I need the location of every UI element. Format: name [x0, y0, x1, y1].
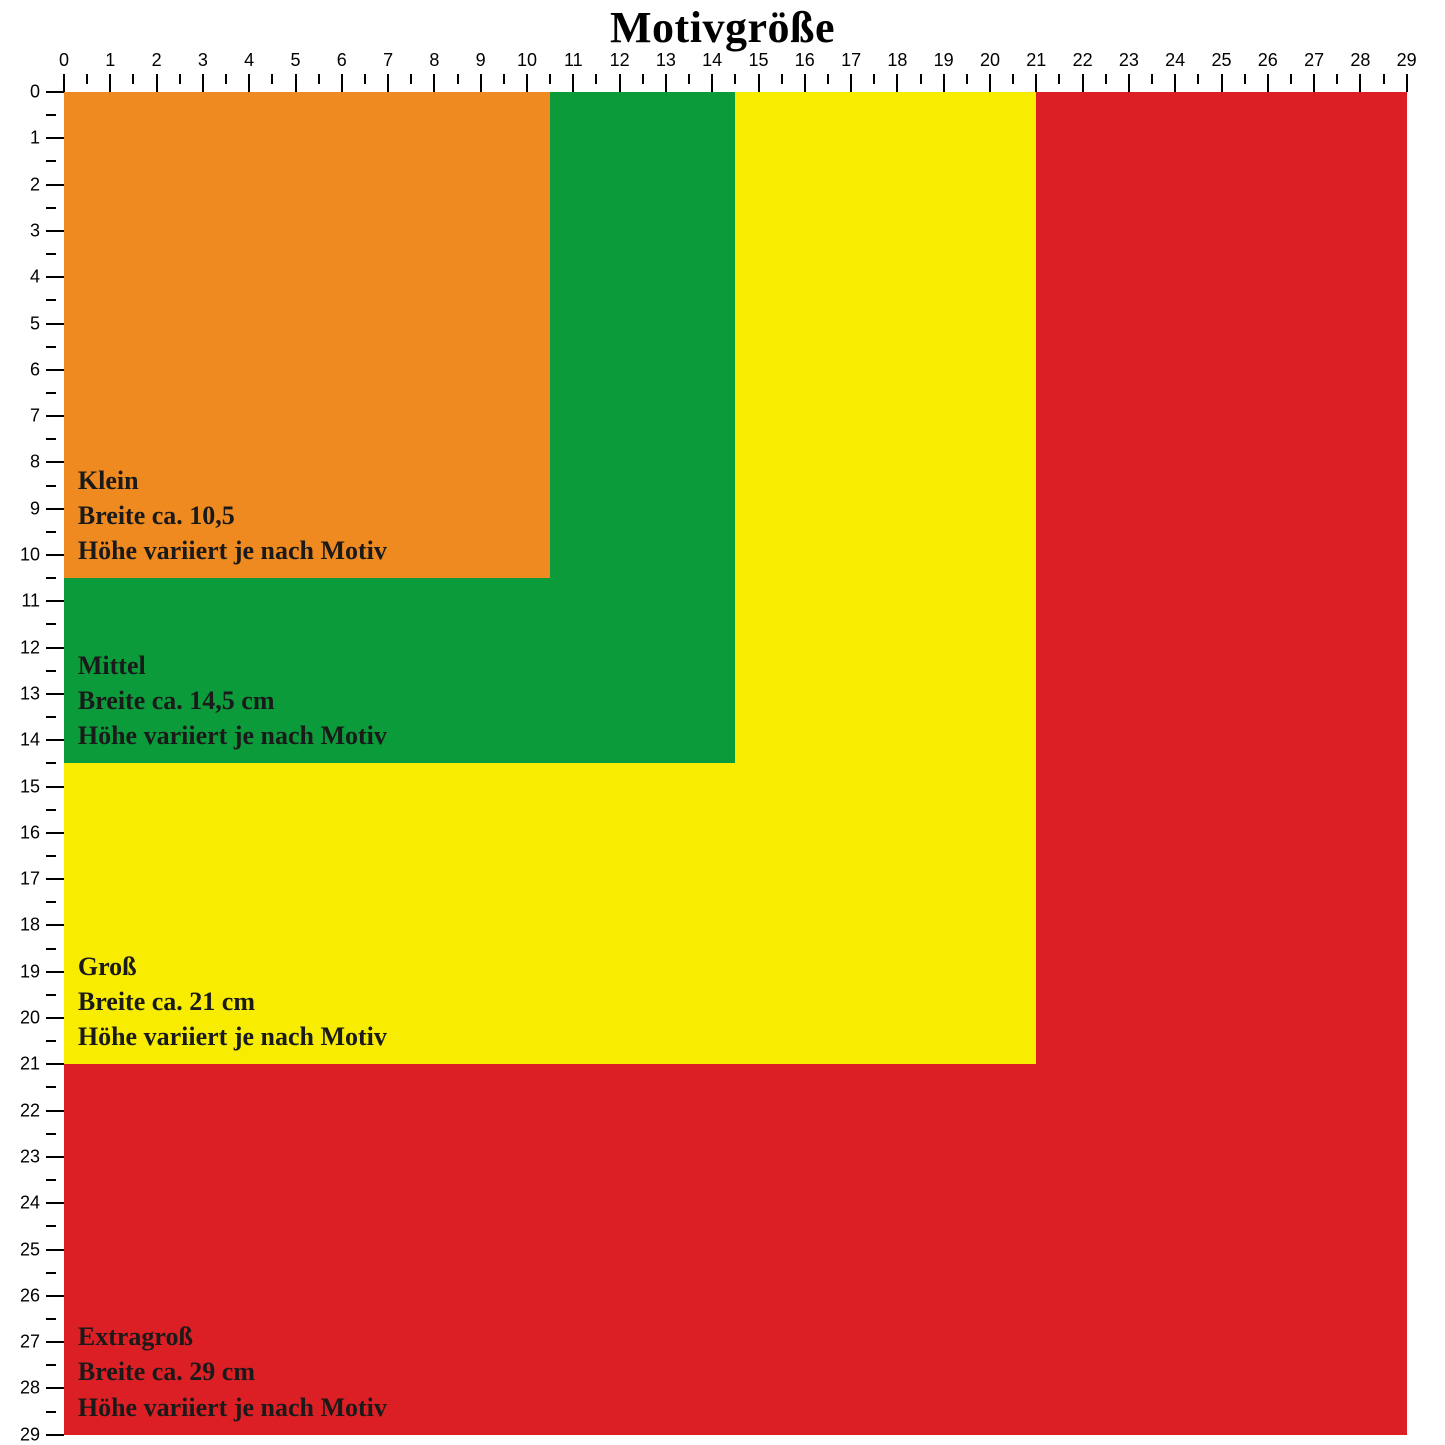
ruler-left-label: 2	[12, 174, 40, 195]
ruler-top-label: 11	[564, 50, 583, 71]
ruler-top-label: 26	[1258, 50, 1278, 71]
ruler-left-label: 3	[12, 220, 40, 241]
ruler-top-label: 4	[244, 50, 254, 71]
ruler-left-label: 7	[12, 406, 40, 427]
ruler-left-label: 15	[12, 776, 40, 797]
ruler-horizontal: 0123456789101112131415161718192021222324…	[64, 74, 1407, 92]
size-diagram: Motivgröße 01234567891011121314151617181…	[0, 0, 1445, 1445]
ruler-top-label: 5	[290, 50, 300, 71]
size-label-mittel: MittelBreite ca. 14,5 cmHöhe variiert je…	[78, 648, 387, 753]
page-title: Motivgröße	[0, 2, 1445, 53]
ruler-left-label: 24	[12, 1193, 40, 1214]
ruler-left-label: 25	[12, 1239, 40, 1260]
size-label-height: Höhe variiert je nach Motiv	[78, 533, 387, 568]
ruler-left-label: 12	[12, 637, 40, 658]
ruler-left-label: 11	[12, 591, 40, 612]
size-label-klein: KleinBreite ca. 10,5Höhe variiert je nac…	[78, 463, 387, 568]
plot-area: ExtragroßBreite ca. 29 cmHöhe variiert j…	[64, 92, 1407, 1435]
ruler-left-label: 18	[12, 915, 40, 936]
ruler-left-label: 8	[12, 452, 40, 473]
size-label-height: Höhe variiert je nach Motiv	[78, 1390, 387, 1425]
size-label-width: Breite ca. 29 cm	[78, 1354, 387, 1389]
ruler-left-label: 22	[12, 1100, 40, 1121]
ruler-left-label: 9	[12, 498, 40, 519]
ruler-left-label: 14	[12, 730, 40, 751]
ruler-top-label: 25	[1211, 50, 1231, 71]
size-label-name: Groß	[78, 949, 387, 984]
ruler-left-label: 5	[12, 313, 40, 334]
ruler-top-label: 13	[656, 50, 676, 71]
ruler-top-label: 19	[934, 50, 954, 71]
ruler-top-label: 28	[1350, 50, 1370, 71]
ruler-left-label: 21	[12, 1054, 40, 1075]
ruler-top-label: 17	[841, 50, 861, 71]
ruler-top-label: 9	[476, 50, 486, 71]
ruler-left-label: 16	[12, 822, 40, 843]
ruler-top-label: 10	[517, 50, 537, 71]
ruler-top-label: 23	[1119, 50, 1139, 71]
size-label-width: Breite ca. 14,5 cm	[78, 683, 387, 718]
ruler-top-label: 1	[105, 50, 115, 71]
ruler-top-label: 8	[429, 50, 439, 71]
size-label-width: Breite ca. 21 cm	[78, 984, 387, 1019]
size-label-name: Extragroß	[78, 1319, 387, 1354]
ruler-left-label: 29	[12, 1424, 40, 1445]
size-label-width: Breite ca. 10,5	[78, 498, 387, 533]
ruler-top-label: 15	[748, 50, 768, 71]
ruler-left-label: 6	[12, 359, 40, 380]
ruler-top-label: 2	[152, 50, 162, 71]
ruler-top-label: 0	[59, 50, 69, 71]
size-label-extragross: ExtragroßBreite ca. 29 cmHöhe variiert j…	[78, 1319, 387, 1424]
size-label-height: Höhe variiert je nach Motiv	[78, 1019, 387, 1054]
ruler-top-label: 29	[1397, 50, 1417, 71]
ruler-top-label: 7	[383, 50, 393, 71]
ruler-left-label: 28	[12, 1378, 40, 1399]
ruler-left-label: 23	[12, 1146, 40, 1167]
ruler-top-label: 14	[702, 50, 722, 71]
ruler-top-label: 6	[337, 50, 347, 71]
ruler-left-label: 20	[12, 1008, 40, 1029]
ruler-left-label: 13	[12, 683, 40, 704]
ruler-vertical: 0123456789101112131415161718192021222324…	[46, 92, 64, 1435]
ruler-left-label: 1	[12, 128, 40, 149]
size-label-name: Mittel	[78, 648, 387, 683]
ruler-top-label: 18	[887, 50, 907, 71]
ruler-top-label: 24	[1165, 50, 1185, 71]
ruler-left-label: 17	[12, 869, 40, 890]
ruler-top-label: 21	[1026, 50, 1046, 71]
ruler-top-label: 27	[1304, 50, 1324, 71]
ruler-left-label: 10	[12, 545, 40, 566]
ruler-top-label: 16	[795, 50, 815, 71]
ruler-top-label: 3	[198, 50, 208, 71]
size-label-gross: GroßBreite ca. 21 cmHöhe variiert je nac…	[78, 949, 387, 1054]
ruler-left-label: 4	[12, 267, 40, 288]
ruler-left-label: 0	[12, 82, 40, 103]
size-label-height: Höhe variiert je nach Motiv	[78, 718, 387, 753]
ruler-top-label: 12	[610, 50, 630, 71]
ruler-left-label: 19	[12, 961, 40, 982]
ruler-left-label: 26	[12, 1285, 40, 1306]
ruler-top-label: 20	[980, 50, 1000, 71]
ruler-top-label: 22	[1073, 50, 1093, 71]
size-label-name: Klein	[78, 463, 387, 498]
ruler-left-label: 27	[12, 1332, 40, 1353]
